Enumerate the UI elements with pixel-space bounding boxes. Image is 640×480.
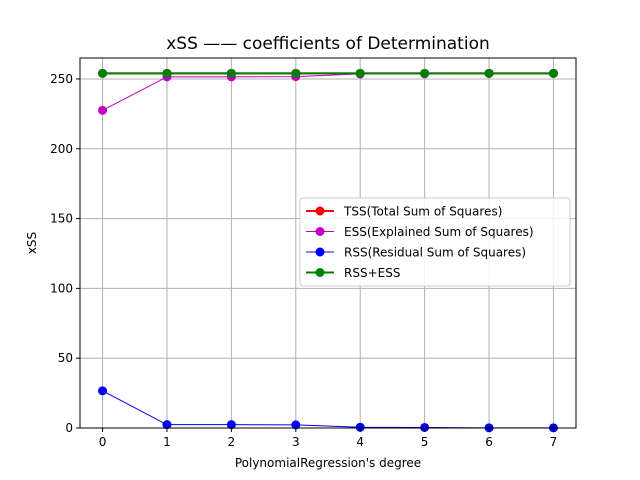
series-point-3 [162,68,172,78]
series-point-3 [98,68,108,78]
legend-marker [315,227,325,236]
chart-title: xSS —— coefficients of Determination [166,34,490,54]
x-tick-label: 3 [292,435,300,449]
x-axis-label: PolynomialRegression's degree [235,456,421,470]
series-point-1 [98,105,108,115]
series-point-3 [226,68,236,78]
legend-box [299,197,571,287]
x-tick-label: 5 [421,435,429,449]
series-point-3 [548,68,558,78]
series-point-2 [420,422,430,432]
x-tick-label: 0 [99,435,107,449]
legend: TSS(Total Sum of Squares) ESS(Explained S… [299,197,571,287]
legend-label: ESS(Explained Sum of Squares) [344,225,534,239]
axis-ticks: 0 1 2 3 4 5 6 7 0 50 100 150 200 250 [50,72,557,449]
y-tick-label: 100 [50,281,73,295]
series-point-2 [98,386,108,396]
x-tick-label: 1 [163,435,171,449]
plot-series [98,68,558,433]
legend-label: TSS(Total Sum of Squares) [343,205,502,219]
plot-frame [79,57,577,429]
series-point-3 [355,68,365,78]
x-tick-label: 7 [550,435,558,449]
series-point-2 [226,420,236,430]
legend-label: RSS(Residual Sum of Squares) [344,246,526,260]
y-tick-label: 250 [50,72,73,86]
legend-marker [315,247,325,257]
x-tick-label: 2 [228,435,236,449]
series-point-3 [291,68,301,78]
y-axis-label: xSS [25,232,39,254]
legend-marker [315,206,325,216]
series-point-2 [291,420,301,430]
y-tick-label: 50 [58,351,73,365]
series-point-3 [420,68,430,78]
legend-marker [315,268,325,277]
y-tick-label: 200 [50,142,73,156]
series-point-2 [162,420,172,430]
legend-label: RSS+ESS [344,266,400,280]
series-point-3 [484,68,494,78]
x-tick-label: 6 [485,435,493,449]
x-tick-label: 4 [356,435,364,449]
y-tick-label: 0 [65,421,73,435]
y-tick-label: 150 [50,212,73,226]
series-point-2 [355,422,365,432]
